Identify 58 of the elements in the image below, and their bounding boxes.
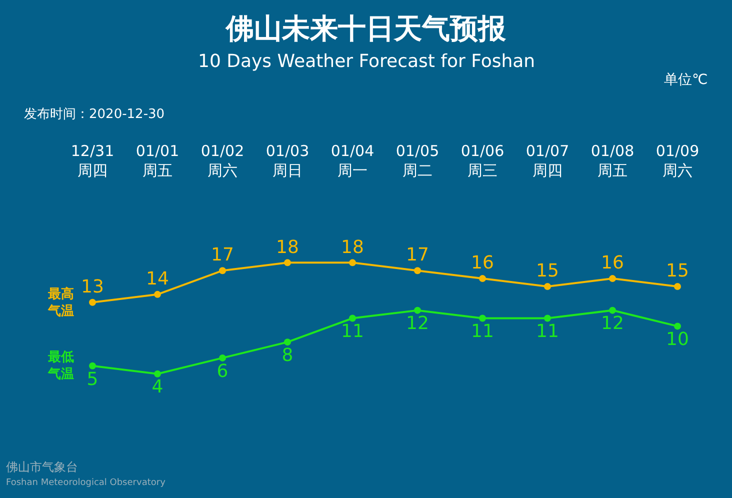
point: [89, 298, 96, 306]
text: 单位℃: [664, 72, 708, 88]
x-tick-label: 01/06 周三: [460, 142, 504, 180]
x-tick-label: 01/01 周五: [136, 142, 180, 180]
data-label: 11: [536, 321, 559, 342]
data-label: 17: [406, 244, 429, 266]
data-label: 17: [211, 244, 234, 266]
data-label: 4: [152, 376, 164, 398]
data-label: 12: [601, 313, 624, 334]
point: [154, 370, 161, 378]
data-label: 11: [471, 321, 494, 342]
x-tick-label: 01/03 周日: [266, 142, 310, 180]
point: [414, 267, 421, 274]
data-label: 6: [216, 360, 228, 382]
x-tick-label: 01/09 周六: [656, 142, 700, 180]
point: [154, 290, 161, 298]
data-label: 18: [276, 236, 299, 258]
data-label: 11: [341, 321, 364, 342]
point: [219, 354, 226, 362]
point: [674, 282, 681, 290]
data-label: 14: [146, 268, 169, 290]
x-tick-label: 12/31 周四: [70, 142, 114, 180]
data-label: 10: [666, 329, 689, 350]
text: 佛山市气象台: [6, 460, 78, 474]
data-label: 16: [601, 252, 624, 274]
data-label: 16: [471, 252, 494, 274]
point: [544, 282, 551, 290]
x-tick-label: 01/04 周一: [330, 142, 374, 180]
data-label: 5: [86, 368, 98, 390]
data-label: 12: [406, 313, 429, 334]
x-tick-label: 01/07 周四: [526, 142, 570, 180]
point: [349, 314, 356, 322]
text: 发布时间：2020-12-30: [24, 107, 165, 122]
point: [284, 259, 291, 266]
point: [219, 267, 226, 274]
point: [674, 322, 681, 330]
series-label: 最高气温: [47, 286, 74, 319]
chart-title: 佛山未来十日天气预报: [225, 12, 507, 45]
x-tick-label: 01/08 周五: [590, 142, 634, 180]
point: [349, 259, 356, 266]
point: [89, 362, 96, 370]
point: [284, 338, 291, 346]
chart-subtitle: 10 Days Weather Forecast for Foshan: [198, 51, 536, 72]
text: Foshan Meteorological Observatory: [6, 478, 166, 488]
point: [414, 306, 421, 314]
data-label: 15: [536, 260, 559, 282]
point: [479, 314, 486, 322]
point: [609, 275, 616, 282]
series-label: 最低气温: [47, 350, 74, 382]
point: [609, 306, 616, 314]
data-label: 15: [666, 260, 689, 282]
x-tick-label: 01/05 周二: [396, 142, 440, 180]
data-label: 13: [81, 276, 104, 298]
data-label: 18: [341, 236, 364, 258]
x-tick-label: 01/02 周六: [200, 142, 244, 180]
data-label: 8: [282, 344, 294, 366]
point: [479, 275, 486, 282]
point: [544, 314, 551, 322]
